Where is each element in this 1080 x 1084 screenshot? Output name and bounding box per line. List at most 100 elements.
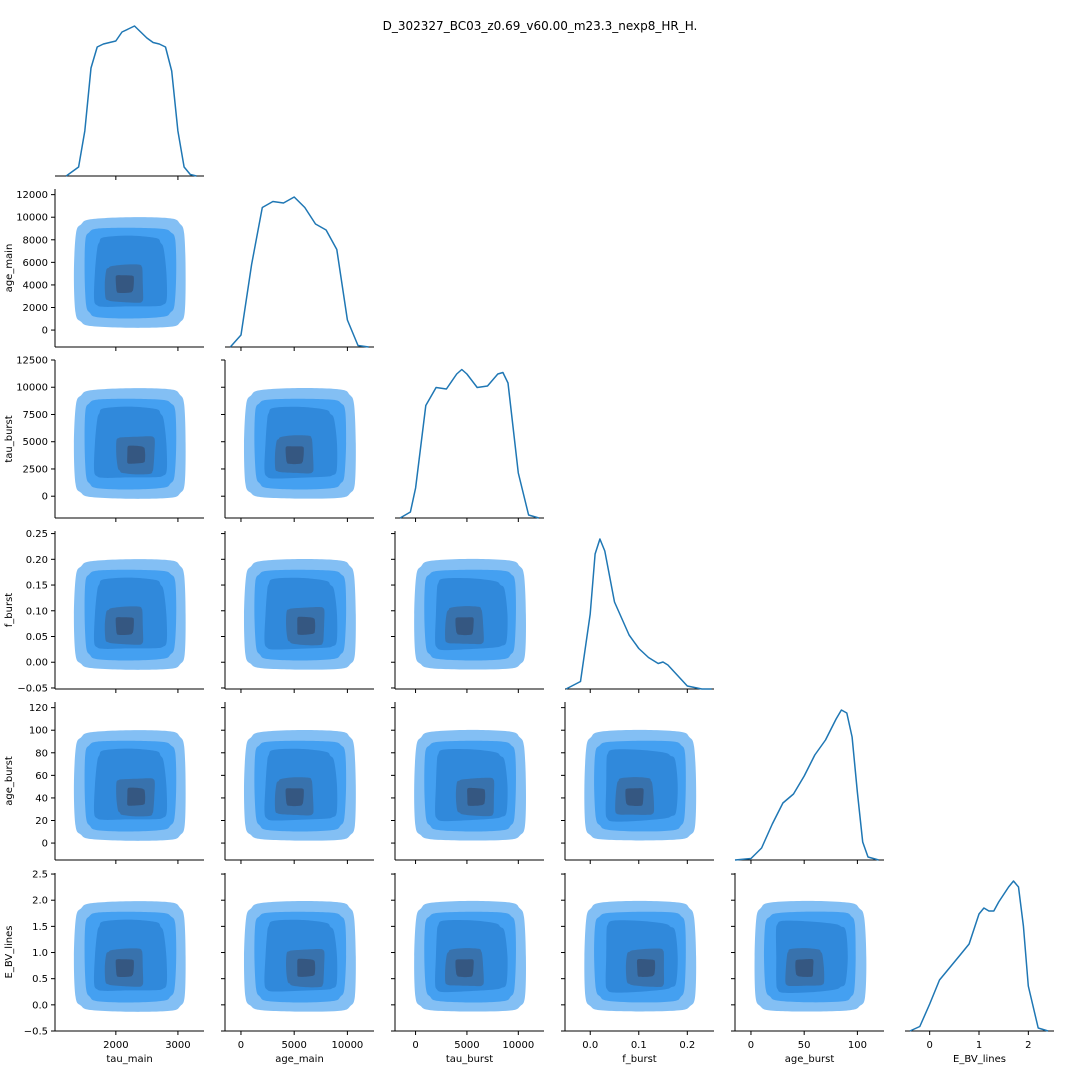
kde-contour-level (467, 787, 486, 806)
y-axis-label: age_burst (4, 756, 15, 806)
panel-age_burst-vs-f_burst (561, 702, 714, 864)
panel-E_BV_lines-vs-tau_burst (391, 873, 544, 1035)
y-tick-label: 40 (35, 793, 48, 804)
y-tick-label: 0.00 (26, 658, 48, 669)
x-axis-label: tau_burst (446, 1054, 493, 1065)
y-tick-label: 12500 (16, 356, 48, 367)
y-tick-label: 10000 (16, 383, 48, 394)
x-tick-label: 100 (848, 1040, 867, 1051)
kde-curve-tau_main (65, 25, 197, 177)
y-tick-label: 0.5 (32, 974, 48, 985)
panel-tau_main-vs-tau_main (55, 175, 204, 180)
panel-f_burst-vs-tau_burst (391, 531, 544, 693)
y-tick-label: 1.0 (32, 948, 48, 959)
x-tick-label: 0 (748, 1040, 754, 1051)
y-tick-label: 10000 (16, 213, 48, 224)
x-axis-label: tau_main (106, 1054, 152, 1065)
x-axis-label: age_main (275, 1054, 324, 1065)
x-tick-label: 0.1 (631, 1040, 647, 1051)
panel-E_BV_lines-vs-age_main (221, 873, 374, 1035)
panel-E_BV_lines-vs-age_burst (731, 873, 884, 1035)
x-tick-label: 5000 (454, 1040, 479, 1051)
x-tick-label: 0 (238, 1040, 244, 1051)
kde-contour-level (115, 959, 134, 978)
panel-E_BV_lines-vs-f_burst (561, 873, 714, 1035)
y-tick-label: 1.5 (32, 922, 48, 933)
x-axis-label: E_BV_lines (953, 1054, 1006, 1065)
kde-contour-level (127, 787, 146, 806)
y-tick-label: 0.25 (26, 529, 48, 540)
x-tick-label: 10000 (502, 1040, 534, 1051)
y-tick-label: 0 (42, 326, 48, 337)
y-tick-label: 8000 (23, 235, 48, 246)
y-tick-label: 60 (35, 771, 48, 782)
panel-age_main-vs-tau_main (51, 189, 204, 351)
y-tick-label: −0.05 (17, 683, 48, 694)
figure-title: D_302327_BC03_z0.69_v60.00_m23.3_nexp8_H… (382, 19, 698, 33)
kde-curve-f_burst (565, 538, 712, 690)
kde-contour-level (625, 788, 644, 807)
kde-contour-level (636, 958, 656, 977)
kde-contour-level (297, 616, 316, 635)
panel-age_burst-vs-age_burst (735, 859, 884, 864)
kde-curve-age_burst (734, 709, 879, 861)
y-tick-label: 0.20 (26, 555, 48, 566)
y-tick-label: −0.5 (24, 1027, 48, 1038)
x-tick-label: 1 (976, 1040, 982, 1051)
kde-curve-age_main (229, 196, 369, 348)
panel-age_burst-vs-tau_main (51, 702, 204, 864)
y-tick-label: 0.0 (32, 1000, 48, 1011)
x-tick-label: 0 (412, 1040, 418, 1051)
y-tick-label: 12000 (16, 190, 48, 201)
y-tick-label: 2.5 (32, 870, 48, 881)
x-tick-label: 50 (798, 1040, 811, 1051)
y-tick-label: 2000 (23, 303, 48, 314)
y-tick-label: 80 (35, 748, 48, 759)
kde-contour-level (455, 617, 474, 636)
kde-curve-E_BV_lines (909, 880, 1049, 1032)
x-tick-label: 2000 (103, 1040, 128, 1051)
y-tick-label: 5000 (23, 437, 48, 448)
y-axis-label: E_BV_lines (4, 926, 15, 979)
kde-curve-tau_burst (399, 368, 540, 519)
x-tick-label: 5000 (281, 1040, 306, 1051)
kde-contour-level (795, 958, 814, 977)
y-axis-label: tau_burst (4, 415, 15, 462)
panel-E_BV_lines-vs-E_BV_lines (905, 1030, 1054, 1035)
y-tick-label: 0.10 (26, 606, 48, 617)
kde-contour-level (115, 617, 134, 636)
y-tick-label: 0 (42, 492, 48, 503)
x-tick-label: 0.0 (582, 1040, 598, 1051)
kde-contour-level (285, 788, 304, 807)
panel-age_main-vs-age_main (225, 346, 374, 351)
y-tick-label: 0.05 (26, 632, 48, 643)
kde-contour-level (115, 275, 134, 294)
x-tick-label: 10000 (331, 1040, 363, 1051)
kde-contour-level (297, 958, 316, 977)
y-tick-label: 4000 (23, 280, 48, 291)
panel-tau_burst-vs-age_main (221, 359, 374, 522)
panel-age_burst-vs-tau_burst (391, 702, 544, 864)
y-tick-label: 7500 (23, 410, 48, 421)
y-tick-label: 120 (29, 703, 48, 714)
y-tick-label: 2.0 (32, 896, 48, 907)
y-tick-label: 20 (35, 816, 48, 827)
panel-f_burst-vs-f_burst (565, 688, 714, 693)
y-axis-label: f_burst (4, 593, 15, 628)
kde-contour-level (455, 959, 474, 978)
y-tick-label: 2500 (23, 464, 48, 475)
x-tick-label: 0 (926, 1040, 932, 1051)
panel-age_burst-vs-age_main (221, 702, 374, 864)
x-axis-label: f_burst (622, 1054, 657, 1065)
x-tick-label: 0.2 (679, 1040, 695, 1051)
panel-tau_burst-vs-tau_burst (395, 517, 544, 522)
y-tick-label: 100 (29, 726, 48, 737)
panel-tau_burst-vs-tau_main (51, 359, 204, 522)
kde-contour-level (285, 446, 304, 465)
y-tick-label: 0.15 (26, 581, 48, 592)
x-tick-label: 3000 (165, 1040, 190, 1051)
panel-f_burst-vs-tau_main (51, 531, 204, 693)
y-tick-label: 0 (42, 839, 48, 850)
